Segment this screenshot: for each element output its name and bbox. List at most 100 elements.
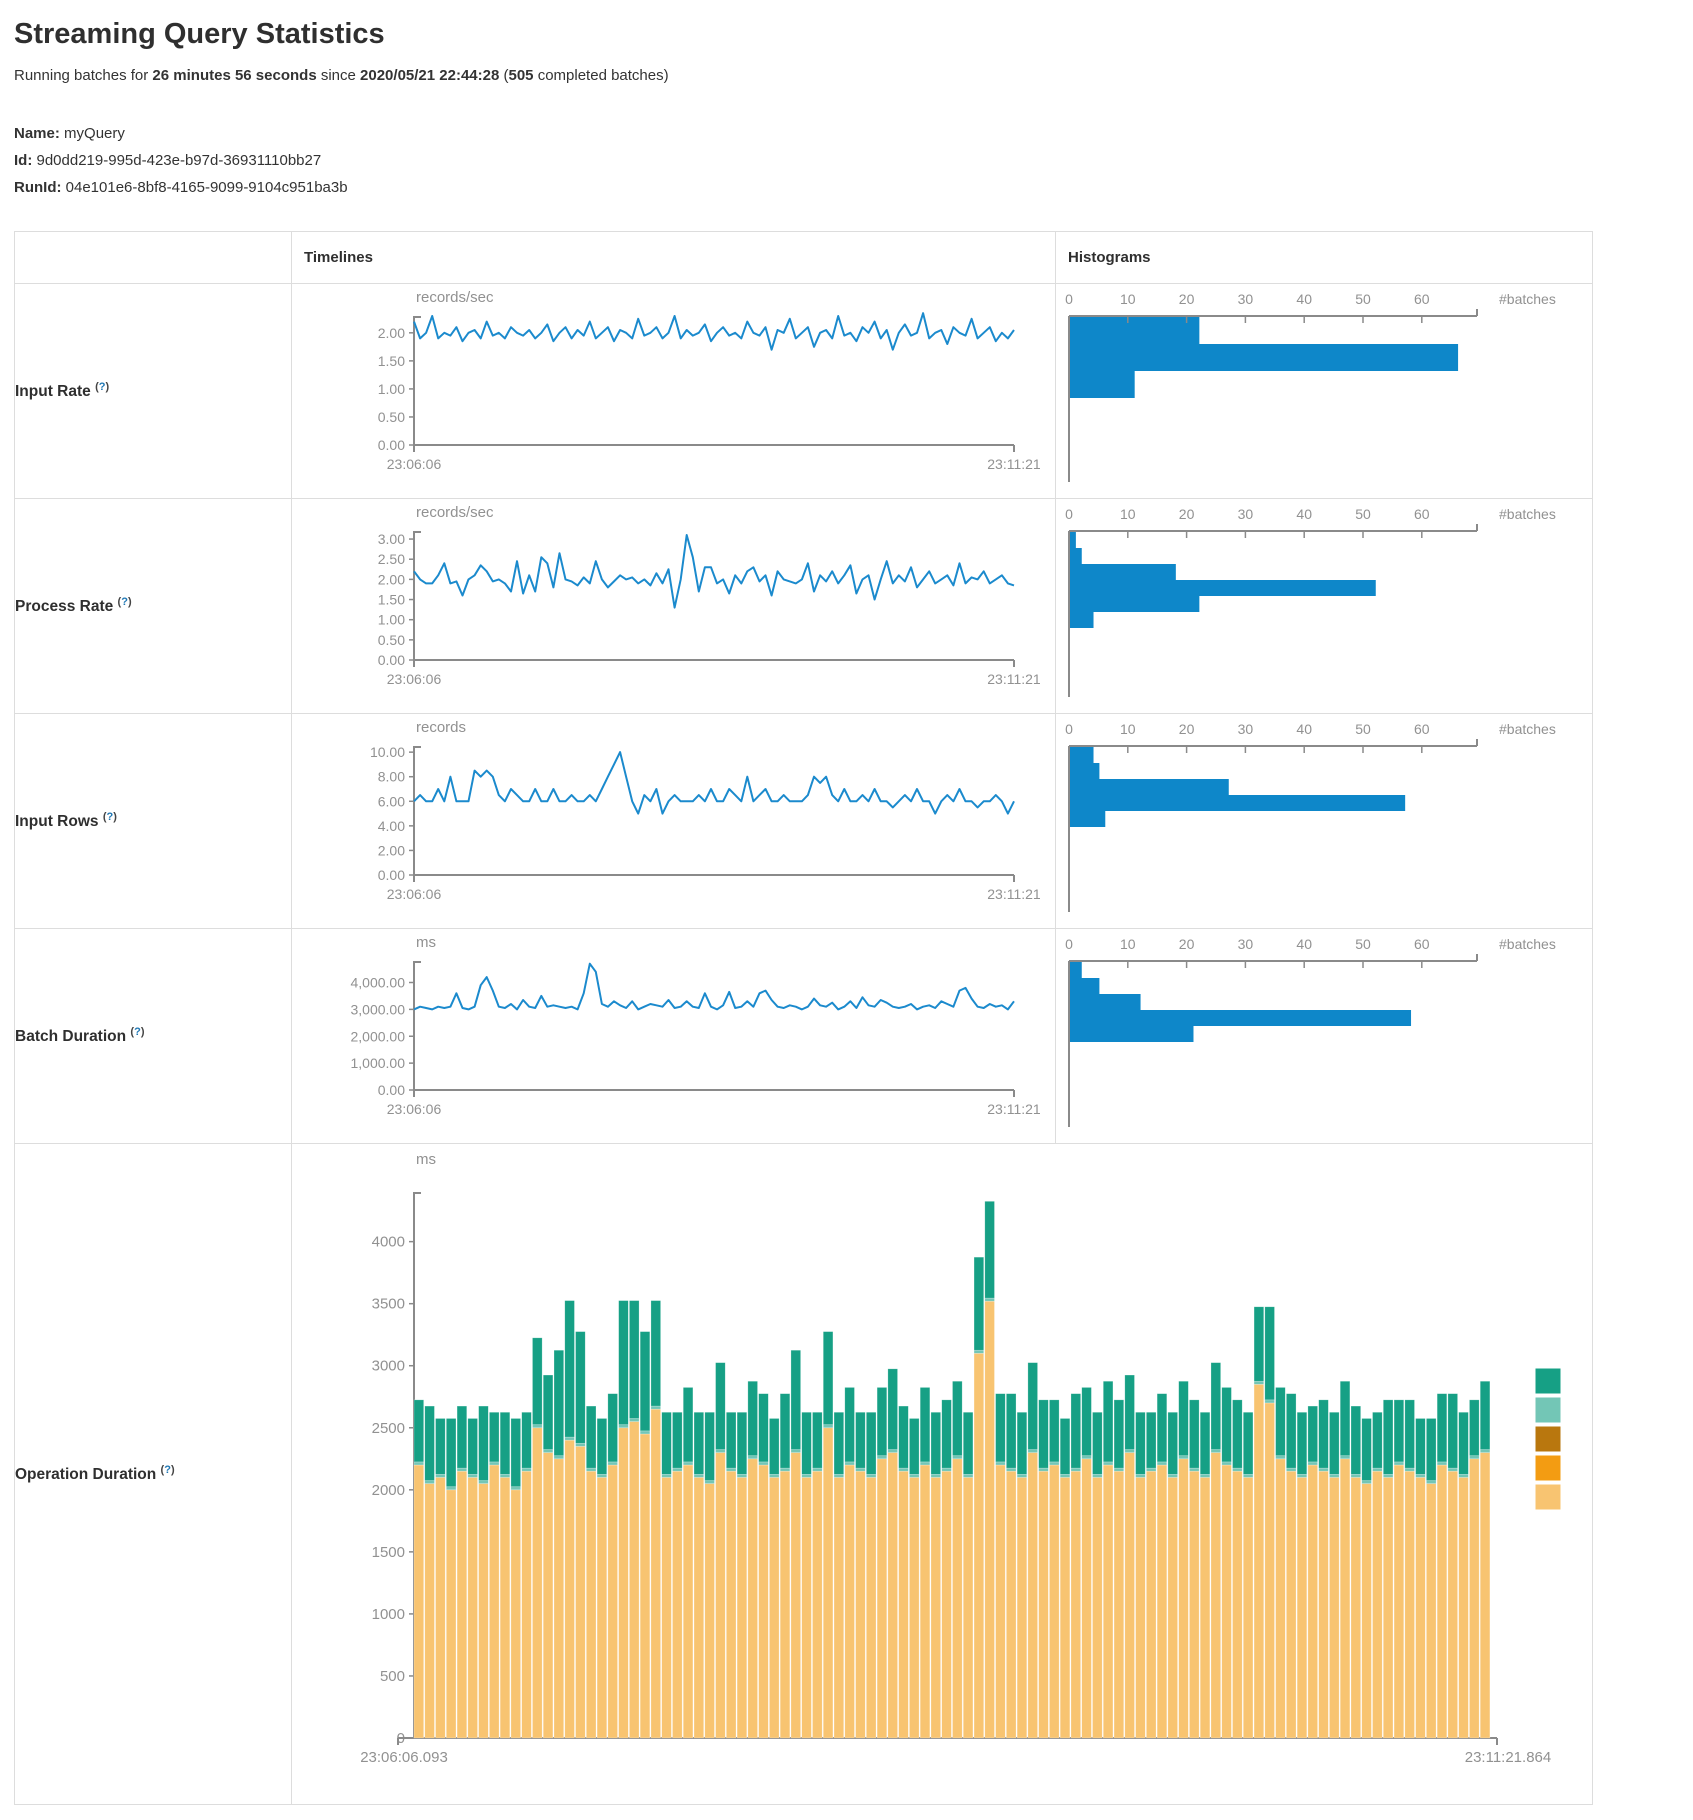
help-icon[interactable]: (?) xyxy=(102,810,117,823)
svg-text:40: 40 xyxy=(1296,721,1312,737)
svg-text:0.50: 0.50 xyxy=(378,632,405,648)
svg-text:30: 30 xyxy=(1238,506,1254,522)
operation-duration-chart: ms4000350030002500200015001000500023:06:… xyxy=(292,1144,1592,1802)
start-timestamp: 2020/05/21 22:44:28 xyxy=(360,67,500,84)
svg-text:23:11:21: 23:11:21 xyxy=(987,886,1041,902)
svg-text:60: 60 xyxy=(1414,936,1430,952)
svg-text:4.00: 4.00 xyxy=(378,818,405,834)
svg-text:30: 30 xyxy=(1238,936,1254,952)
svg-text:#batches: #batches xyxy=(1499,721,1556,737)
svg-text:500: 500 xyxy=(380,1668,405,1685)
svg-text:3,000.00: 3,000.00 xyxy=(351,1001,406,1017)
svg-text:20: 20 xyxy=(1179,936,1195,952)
svg-text:30: 30 xyxy=(1238,721,1254,737)
svg-text:23:11:21: 23:11:21 xyxy=(987,1101,1041,1117)
svg-text:3000: 3000 xyxy=(372,1358,405,1375)
svg-text:0.00: 0.00 xyxy=(378,867,405,883)
input-rows-row: Input Rows (?) records 10.00 8.00 6.00 4.00 2… xyxy=(14,713,1593,929)
svg-text:10: 10 xyxy=(1120,721,1136,737)
batch-duration-row: Batch Duration (?) ms 4,000.00 3,000.00 2,0… xyxy=(14,928,1593,1144)
process-rate-histogram-chart: 0 10 20 30 40 50 60 #batches xyxy=(1056,499,1592,713)
svg-text:#batches: #batches xyxy=(1499,506,1556,522)
svg-text:records/sec: records/sec xyxy=(416,289,494,306)
svg-text:2.00: 2.00 xyxy=(378,842,405,858)
svg-text:2,000.00: 2,000.00 xyxy=(351,1028,406,1044)
timelines-header: Timelines xyxy=(291,231,1056,284)
svg-text:2500: 2500 xyxy=(372,1420,405,1437)
svg-text:40: 40 xyxy=(1296,506,1312,522)
input-rate-row: Input Rate (?) records/sec 2.00 1.50 1.00 0.… xyxy=(14,283,1593,499)
svg-text:10: 10 xyxy=(1120,506,1136,522)
svg-text:2.00: 2.00 xyxy=(378,325,405,341)
input-rows-timeline-chart: records 10.00 8.00 6.00 4.00 2.00 0.00 23:06:06… xyxy=(292,714,1055,928)
input-rate-timeline-chart: records/sec 2.00 1.50 1.00 0.50 0.00 23:06:06 2… xyxy=(292,284,1055,498)
statistics-table: Timelines Histograms Input Rate (?) reco… xyxy=(14,231,1593,1805)
svg-text:60: 60 xyxy=(1414,506,1430,522)
svg-text:1.00: 1.00 xyxy=(378,381,405,397)
svg-text:10: 10 xyxy=(1120,936,1136,952)
svg-text:40: 40 xyxy=(1296,936,1312,952)
query-id-value: 9d0dd219-995d-423e-b97d-36931110bb27 xyxy=(36,152,322,169)
svg-text:4000: 4000 xyxy=(372,1234,405,1251)
svg-text:0: 0 xyxy=(1065,936,1073,952)
svg-text:23:11:21: 23:11:21 xyxy=(987,456,1041,472)
row-label-batch-duration: Batch Duration (?) xyxy=(14,928,292,1144)
svg-text:40: 40 xyxy=(1296,291,1312,307)
svg-text:3.00: 3.00 xyxy=(378,531,405,547)
row-label-process-rate: Process Rate (?) xyxy=(14,498,292,714)
completed-batches-count: 505 xyxy=(508,67,534,84)
input-rows-histogram-chart: 0 10 20 30 40 50 60 #batches xyxy=(1056,714,1592,928)
svg-text:1.50: 1.50 xyxy=(378,592,405,608)
svg-text:records/sec: records/sec xyxy=(416,504,494,521)
query-id-line: Id: 9d0dd219-995d-423e-b97d-36931110bb27 xyxy=(14,147,1679,174)
running-duration: 26 minutes 56 seconds xyxy=(152,67,317,84)
svg-text:10: 10 xyxy=(1120,291,1136,307)
input-rate-histogram-chart: 0 10 20 30 40 50 60 #batches xyxy=(1056,284,1592,498)
help-icon[interactable]: (?) xyxy=(160,1463,175,1476)
svg-text:1,000.00: 1,000.00 xyxy=(351,1055,406,1071)
help-icon[interactable]: (?) xyxy=(130,1025,145,1038)
empty-header-cell xyxy=(14,231,292,284)
operation-duration-row: Operation Duration (?) ms 4000 3500 3000 250… xyxy=(14,1143,1593,1805)
running-batches-summary: Running batches for 26 minutes 56 second… xyxy=(14,67,669,84)
svg-text:#batches: #batches xyxy=(1499,291,1556,307)
histograms-header: Histograms xyxy=(1055,231,1593,284)
query-name-value: myQuery xyxy=(64,125,125,142)
svg-text:50: 50 xyxy=(1355,936,1371,952)
svg-text:20: 20 xyxy=(1179,506,1195,522)
streaming-query-statistics-page: Streaming Query Statistics Running batch… xyxy=(14,18,1679,1805)
svg-text:60: 60 xyxy=(1414,721,1430,737)
svg-text:#batches: #batches xyxy=(1499,936,1556,952)
svg-text:ms: ms xyxy=(416,934,436,951)
query-runid-line: RunId: 04e101e6-8bf8-4165-9099-9104c951b… xyxy=(14,174,1679,201)
svg-text:0.00: 0.00 xyxy=(378,437,405,453)
query-id-label: Id: xyxy=(14,152,33,169)
svg-text:6.00: 6.00 xyxy=(378,793,405,809)
query-runid-label: RunId: xyxy=(14,179,62,196)
help-icon[interactable]: (?) xyxy=(117,595,132,608)
svg-text:20: 20 xyxy=(1179,291,1195,307)
svg-text:23:06:06: 23:06:06 xyxy=(387,671,442,687)
svg-text:50: 50 xyxy=(1355,721,1371,737)
svg-text:50: 50 xyxy=(1355,291,1371,307)
svg-text:1.50: 1.50 xyxy=(378,353,405,369)
table-header-row: Timelines Histograms xyxy=(14,231,1593,284)
svg-text:0: 0 xyxy=(1065,506,1073,522)
svg-text:0.50: 0.50 xyxy=(378,409,405,425)
svg-text:3500: 3500 xyxy=(372,1296,405,1313)
process-rate-timeline-chart: records/sec 3.00 2.50 2.00 1.50 1.00 0.50 0.00 2… xyxy=(292,499,1055,713)
svg-text:23:06:06: 23:06:06 xyxy=(387,456,442,472)
help-icon[interactable]: (?) xyxy=(95,380,110,393)
svg-text:0.00: 0.00 xyxy=(378,652,405,668)
row-label-input-rate: Input Rate (?) xyxy=(14,283,292,499)
svg-text:50: 50 xyxy=(1355,506,1371,522)
svg-text:2.50: 2.50 xyxy=(378,551,405,567)
svg-text:0.00: 0.00 xyxy=(378,1082,405,1098)
svg-text:23:06:06.093: 23:06:06.093 xyxy=(360,1749,448,1766)
svg-text:ms: ms xyxy=(416,1151,436,1168)
svg-text:0: 0 xyxy=(1065,721,1073,737)
query-metadata: Name: myQuery Id: 9d0dd219-995d-423e-b97… xyxy=(14,120,1679,201)
svg-text:8.00: 8.00 xyxy=(378,769,405,785)
svg-text:2.00: 2.00 xyxy=(378,571,405,587)
row-label-operation-duration: Operation Duration (?) xyxy=(14,1143,292,1805)
